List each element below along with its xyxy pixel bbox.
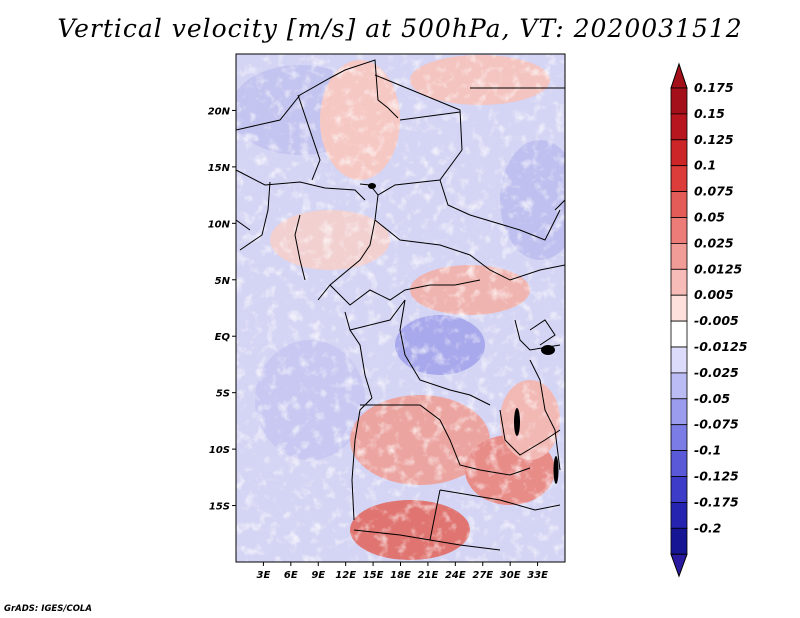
x-tick-label: 21E [418,570,439,581]
colorbar-swatch [670,87,688,115]
x-tick-label: 30E [500,570,521,581]
x-axis: 3E 6E 9E 12E 15E 18E 21E 24E 27E 30E 33E [257,562,548,581]
colorbar-top-arrow [670,62,688,89]
colorbar-label: 0.1 [694,158,716,173]
grads-credit: GrADS: IGES/COLA [4,604,92,614]
colorbar-swatch [670,424,688,452]
colorbar-swatch [670,165,688,192]
colorbar-swatch [670,346,688,374]
colorbar-label: 0.125 [694,132,734,147]
lake-chad [368,183,376,189]
colorbar-label: -0.025 [694,365,739,380]
y-tick-label: EQ [215,332,231,343]
colorbar-swatch [670,217,688,244]
x-tick-label: 27E [472,570,493,581]
lake-victoria [541,345,555,355]
colorbar-label: -0.005 [694,313,739,328]
field-texture [236,54,565,562]
lakes [368,183,559,484]
colorbar-swatch [670,476,688,503]
colorbar-label: 0.175 [694,80,734,95]
colorbar-label: -0.05 [694,391,730,406]
colorbar-swatch [670,372,688,400]
y-tick-label: 10N [208,219,231,230]
colorbar-swatch [670,398,688,426]
lake-tanganyika [514,408,520,436]
y-axis: 20N 15N 10N 5N EQ 5S 10S 15S [208,106,236,513]
colorbar-label: -0.1 [694,443,721,458]
colorbar-label: -0.125 [694,469,739,484]
colorbar-label: -0.0125 [694,339,748,354]
colorbar-swatch [670,191,688,218]
x-tick-label: 3E [257,570,271,581]
lake-malawi [553,456,559,484]
colorbar-swatch [670,294,688,322]
colorbar-label: -0.175 [694,494,739,509]
colorbar-swatch [670,139,688,167]
x-tick-label: 9E [311,570,325,581]
colorbar-label: 0.15 [694,106,725,121]
x-tick-label: 33E [527,570,548,581]
x-tick-label: 12E [335,570,356,581]
country-boundaries [236,59,565,551]
y-tick-label: 5N [215,276,231,287]
colorbar-swatch [670,501,688,529]
x-tick-label: 6E [284,570,298,581]
y-tick-label: 15N [208,163,231,174]
y-tick-label: 5S [216,389,230,400]
colorbar-bottom-arrow [670,553,688,578]
colorbar-swatch [670,320,688,348]
colorbar-swatch [670,268,688,296]
colorbar-swatch [670,113,688,141]
y-tick-label: 15S [209,502,230,513]
colorbar-label: 0.05 [694,210,725,225]
y-tick-label: 10S [209,445,230,456]
colorbar-swatch [670,527,688,555]
colorbar-label: 0.075 [694,184,734,199]
colorbar-label: 0.025 [694,235,734,250]
colorbar-label: 0.0125 [694,261,743,276]
colorbar-label: 0.005 [694,287,734,302]
colorbar-label: -0.075 [694,417,739,432]
colorbar-swatch [670,242,688,270]
y-tick-label: 20N [208,106,231,117]
x-tick-label: 18E [390,570,411,581]
colorbar-label: -0.2 [694,520,721,535]
x-tick-label: 15E [363,570,384,581]
x-tick-label: 24E [445,570,466,581]
velocity-field [236,54,565,562]
colorbar: 0.175 0.15 0.125 0.1 0.075 0.05 0.025 0.0125 0.0… [670,62,748,578]
colorbar-swatch [670,450,688,477]
chart-title: Vertical velocity [m/s] at 500hPa, VT: 2… [57,14,743,43]
